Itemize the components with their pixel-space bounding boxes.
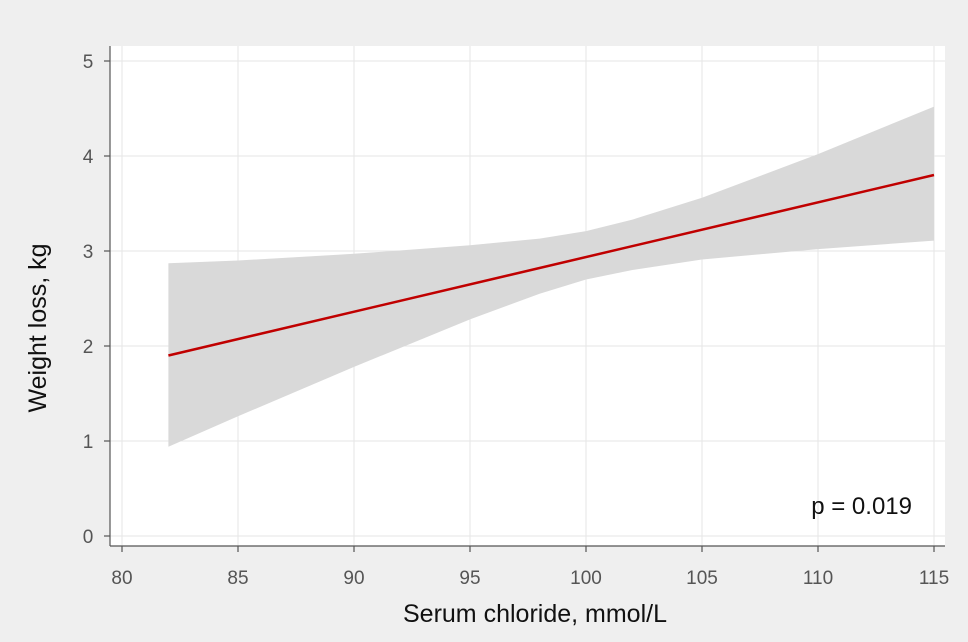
x-tick-label: 85	[227, 568, 248, 589]
p-value-annotation: p = 0.019	[811, 493, 912, 520]
x-axis-title: Serum chloride, mmol/L	[403, 600, 667, 628]
y-tick-label: 0	[83, 527, 94, 548]
y-tick-label: 4	[83, 147, 94, 168]
x-tick-label: 105	[686, 568, 718, 589]
axes	[109, 46, 945, 547]
y-tick-label: 3	[83, 242, 94, 263]
fit-line	[168, 173, 935, 357]
x-ticks: 80 85 90 95 100 105 110 115	[111, 546, 949, 589]
x-tick-label: 90	[343, 568, 364, 589]
y-ticks: 0 1 2 3 4 5	[83, 52, 110, 548]
y-tick-label: 5	[83, 52, 94, 73]
x-tick-label: 110	[803, 568, 833, 589]
y-axis-title: Weight loss, kg	[24, 243, 52, 412]
x-tick-label: 100	[570, 568, 602, 589]
x-tick-label: 95	[459, 568, 480, 589]
x-tick-label: 115	[919, 568, 949, 589]
y-tick-label: 1	[83, 432, 94, 453]
y-tick-label: 2	[83, 337, 94, 358]
x-tick-label: 80	[111, 568, 132, 589]
confidence-band	[168, 106, 934, 447]
